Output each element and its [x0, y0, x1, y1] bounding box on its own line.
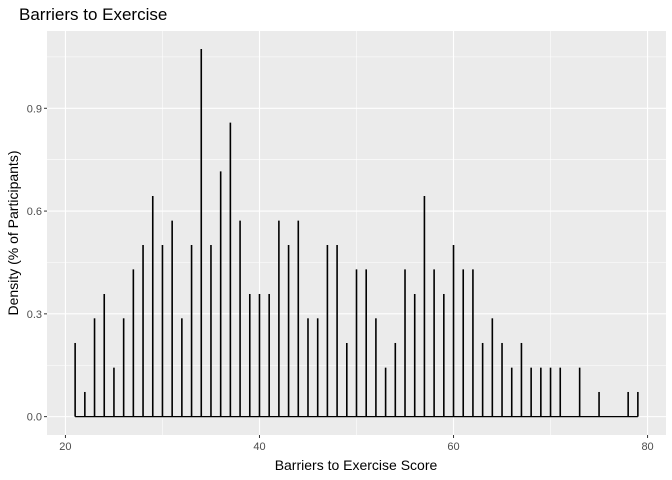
x-tick-label: 20 — [59, 441, 71, 453]
y-axis-title: Density (% of Participants) — [5, 151, 21, 316]
x-tick-label: 60 — [447, 441, 459, 453]
y-tick-label: 0.9 — [27, 103, 42, 115]
y-axis-ticks: 0.0 0.3 0.6 0.9 — [27, 103, 47, 424]
y-tick-label: 0.0 — [27, 412, 42, 424]
x-tick-label: 80 — [641, 441, 653, 453]
y-tick-label: 0.3 — [27, 309, 42, 321]
x-axis-title: Barriers to Exercise Score — [275, 457, 438, 473]
chart-title: Barriers to Exercise — [19, 5, 167, 24]
x-axis-ticks: 20 40 60 80 — [59, 435, 654, 453]
y-tick-label: 0.6 — [27, 206, 42, 218]
x-tick-label: 40 — [253, 441, 265, 453]
bars — [74, 49, 639, 418]
